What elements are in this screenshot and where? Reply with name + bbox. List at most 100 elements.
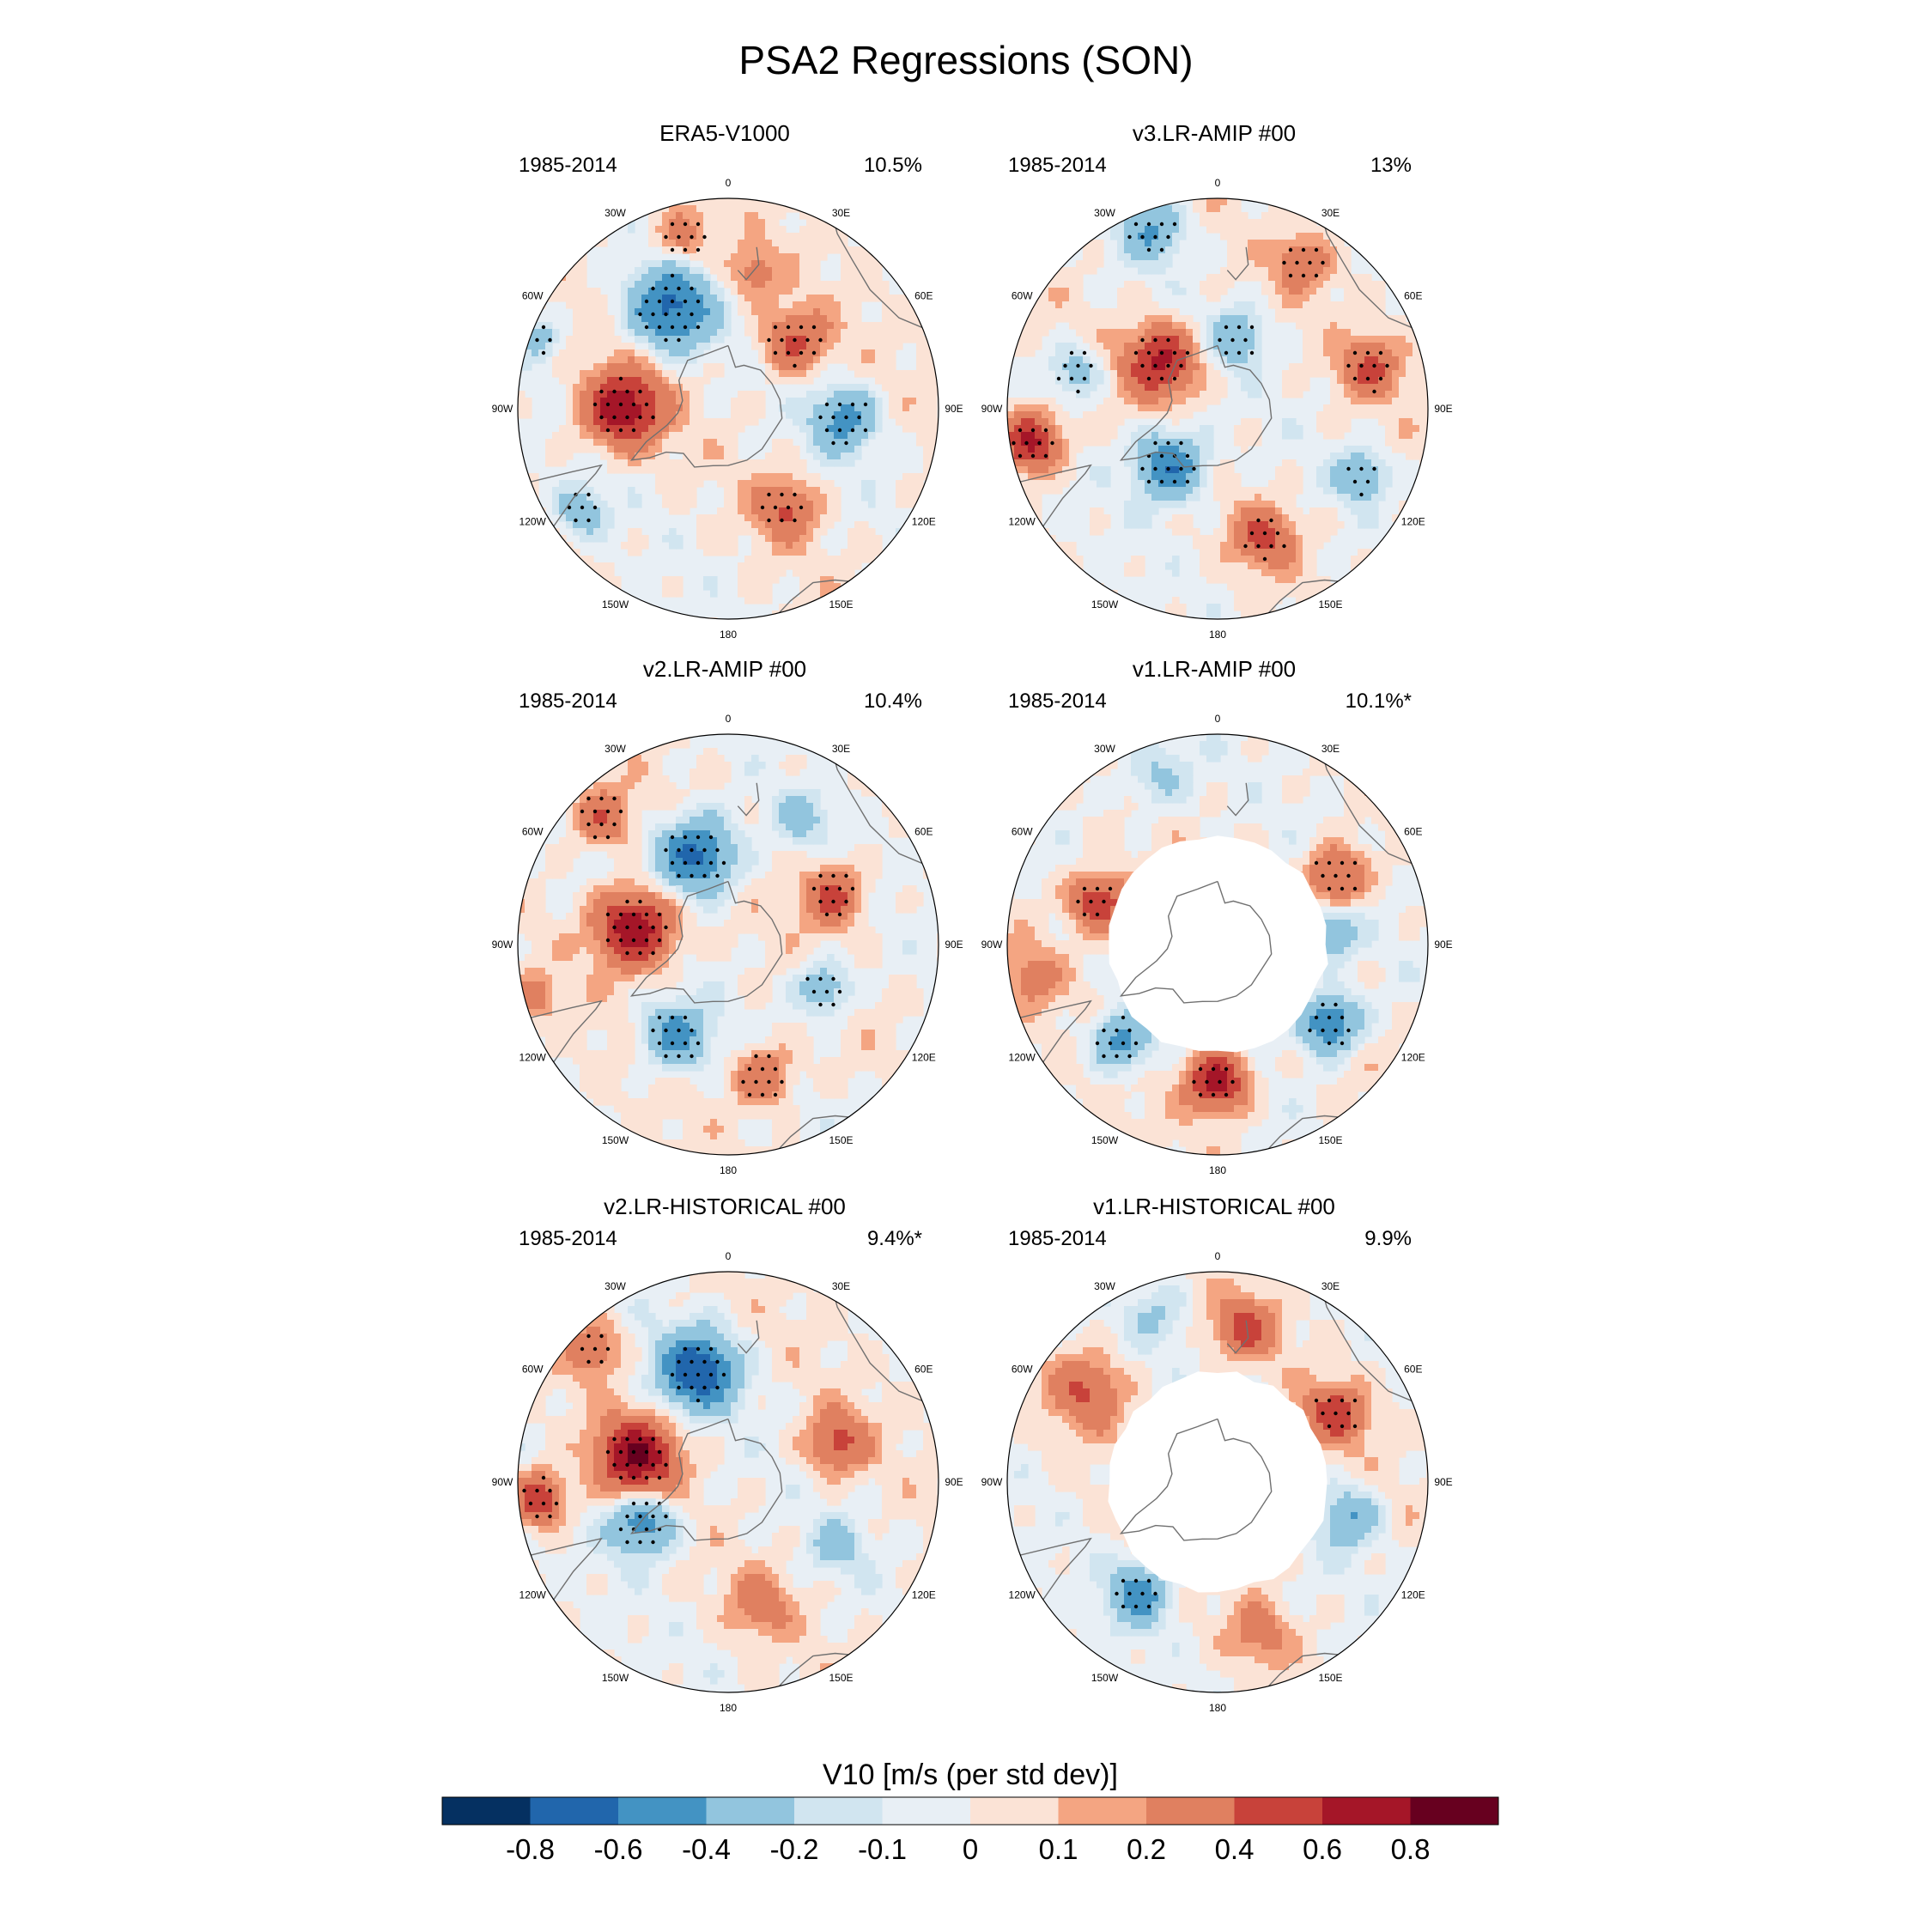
africa-coastline [1255, 1652, 1354, 1692]
south-america-coastline [520, 1537, 603, 1610]
colorbar-swatch [442, 1797, 531, 1825]
longitude-label: 90E [945, 1476, 963, 1488]
map-border [517, 733, 939, 1156]
longitude-label: 30W [605, 1280, 626, 1292]
longitude-label: 150E [829, 1134, 853, 1146]
longitude-label: 30W [605, 743, 626, 755]
longitude-label: 180 [1209, 629, 1226, 641]
longitude-label: 120W [1009, 516, 1036, 528]
panel-title: v2.LR-HISTORICAL #00 [604, 1194, 846, 1219]
longitude-label: 120E [1401, 516, 1425, 528]
africa-coastline [1255, 579, 1354, 619]
map-border [517, 197, 939, 620]
panel-title: v1.LR-HISTORICAL #00 [1093, 1194, 1335, 1219]
australia-coastline [1321, 213, 1425, 334]
colorbar-tick-label: -0.2 [770, 1833, 819, 1865]
longitude-label: 60E [1404, 826, 1422, 838]
longitude-label: 60W [522, 290, 544, 302]
longitude-label: 180 [1209, 1164, 1226, 1176]
colorbar-tick-label: 0.1 [1039, 1833, 1078, 1865]
longitude-label: 90W [981, 1476, 1003, 1488]
longitude-label: 30W [1094, 1280, 1115, 1292]
longitude-label: 90W [981, 939, 1003, 951]
colorbar-swatch [530, 1797, 619, 1825]
longitude-label: 150E [1318, 1134, 1342, 1146]
antarctica-coastline [1119, 1418, 1273, 1541]
field [1007, 1272, 1428, 1692]
colorbar-tick-label: 0.4 [1215, 1833, 1255, 1865]
longitude-label: 150W [1091, 1134, 1119, 1146]
longitude-label: 0 [1215, 1250, 1221, 1262]
map-panels: 0 30E 60E 90E 120E 150E 180 150W 120W 90W 60W 30W ER… [492, 120, 1453, 1714]
south-america-coastline [520, 464, 603, 537]
panel-period: 1985-2014 [519, 690, 617, 713]
longitude-label: 120E [912, 1052, 936, 1064]
panel-variance: 9.4%* [867, 1227, 922, 1250]
colorbar-swatch [1234, 1797, 1323, 1825]
map-border [1006, 197, 1429, 620]
longitude-label: 120W [519, 1589, 547, 1601]
longitude-label: 120E [1401, 1589, 1425, 1601]
australia-coastline [1321, 749, 1425, 870]
field [1007, 734, 1428, 1155]
panel-period: 1985-2014 [1008, 690, 1107, 713]
longitude-label: 30W [605, 207, 626, 219]
longitude-label: 150E [1318, 1672, 1342, 1684]
map-border [1006, 1271, 1429, 1693]
longitude-label: 30E [1321, 743, 1340, 755]
africa-coastline [1255, 1115, 1354, 1155]
longitude-label: 150E [829, 598, 853, 611]
longitude-label: 120E [1401, 1052, 1425, 1064]
south-america-coastline [1010, 1537, 1092, 1610]
longitude-label: 30E [832, 207, 850, 219]
longitude-label: 60E [1404, 1364, 1422, 1376]
colorbar-swatch [1058, 1797, 1147, 1825]
colorbar: V10 [m/s (per std dev)] -0.8 -0.6 -0.4 -0.2… [441, 1759, 1499, 1865]
south-america-coastline [520, 999, 603, 1072]
new-zealand-coastline [1226, 246, 1249, 281]
antarctica-coastline [629, 1418, 783, 1541]
colorbar-title: V10 [m/s (per std dev)] [823, 1759, 1118, 1791]
map-panel: 0 30E 60E 90E 120E 150E 180 150W 120W 90W 60W 30W v2… [492, 1194, 963, 1714]
new-zealand-coastline [1226, 1320, 1249, 1354]
longitude-label: 0 [726, 1250, 732, 1262]
longitude-label: 60W [522, 826, 544, 838]
map-panel: 0 30E 60E 90E 120E 150E 180 150W 120W 90W 60W 30W ER… [492, 120, 963, 641]
longitude-label: 60E [914, 290, 933, 302]
longitude-label: 60W [1012, 290, 1033, 302]
longitude-label: 180 [1209, 1702, 1226, 1714]
longitude-label: 30W [1094, 207, 1115, 219]
longitude-label: 90E [945, 403, 963, 415]
longitude-label: 30E [1321, 207, 1340, 219]
missing-data-mask [1108, 1371, 1327, 1593]
colorbar-swatch [794, 1797, 883, 1825]
longitude-label: 60W [1012, 826, 1033, 838]
panel-variance: 10.4% [864, 690, 922, 713]
panel-period: 1985-2014 [519, 1227, 617, 1250]
longitude-label: 90W [981, 403, 1003, 415]
colorbar-swatch [706, 1797, 795, 1825]
longitude-label: 150W [602, 1134, 629, 1146]
colorbar-tick-label: 0.2 [1127, 1833, 1166, 1865]
longitude-label: 90E [945, 939, 963, 951]
colorbar-swatch [882, 1797, 971, 1825]
australia-coastline [1321, 1286, 1425, 1407]
colorbar-swatch [1146, 1797, 1235, 1825]
figure-title: PSA2 Regressions (SON) [738, 38, 1193, 82]
longitude-label: 30W [1094, 743, 1115, 755]
panel-title: v3.LR-AMIP #00 [1133, 120, 1296, 146]
longitude-label: 150W [602, 598, 629, 611]
field [518, 734, 939, 1155]
panel-variance: 9.9% [1364, 1227, 1412, 1250]
longitude-label: 90W [492, 403, 513, 415]
longitude-label: 0 [1215, 713, 1221, 725]
longitude-label: 150E [1318, 598, 1342, 611]
colorbar-tick-label: 0.8 [1391, 1833, 1431, 1865]
colorbar-tick-label: -0.6 [594, 1833, 643, 1865]
significance-stipple [580, 796, 855, 1097]
africa-coastline [766, 579, 865, 619]
longitude-label: 60W [1012, 1364, 1033, 1376]
panel-period: 1985-2014 [1008, 154, 1107, 177]
longitude-label: 30E [832, 743, 850, 755]
antarctica-coastline [1119, 880, 1273, 1004]
